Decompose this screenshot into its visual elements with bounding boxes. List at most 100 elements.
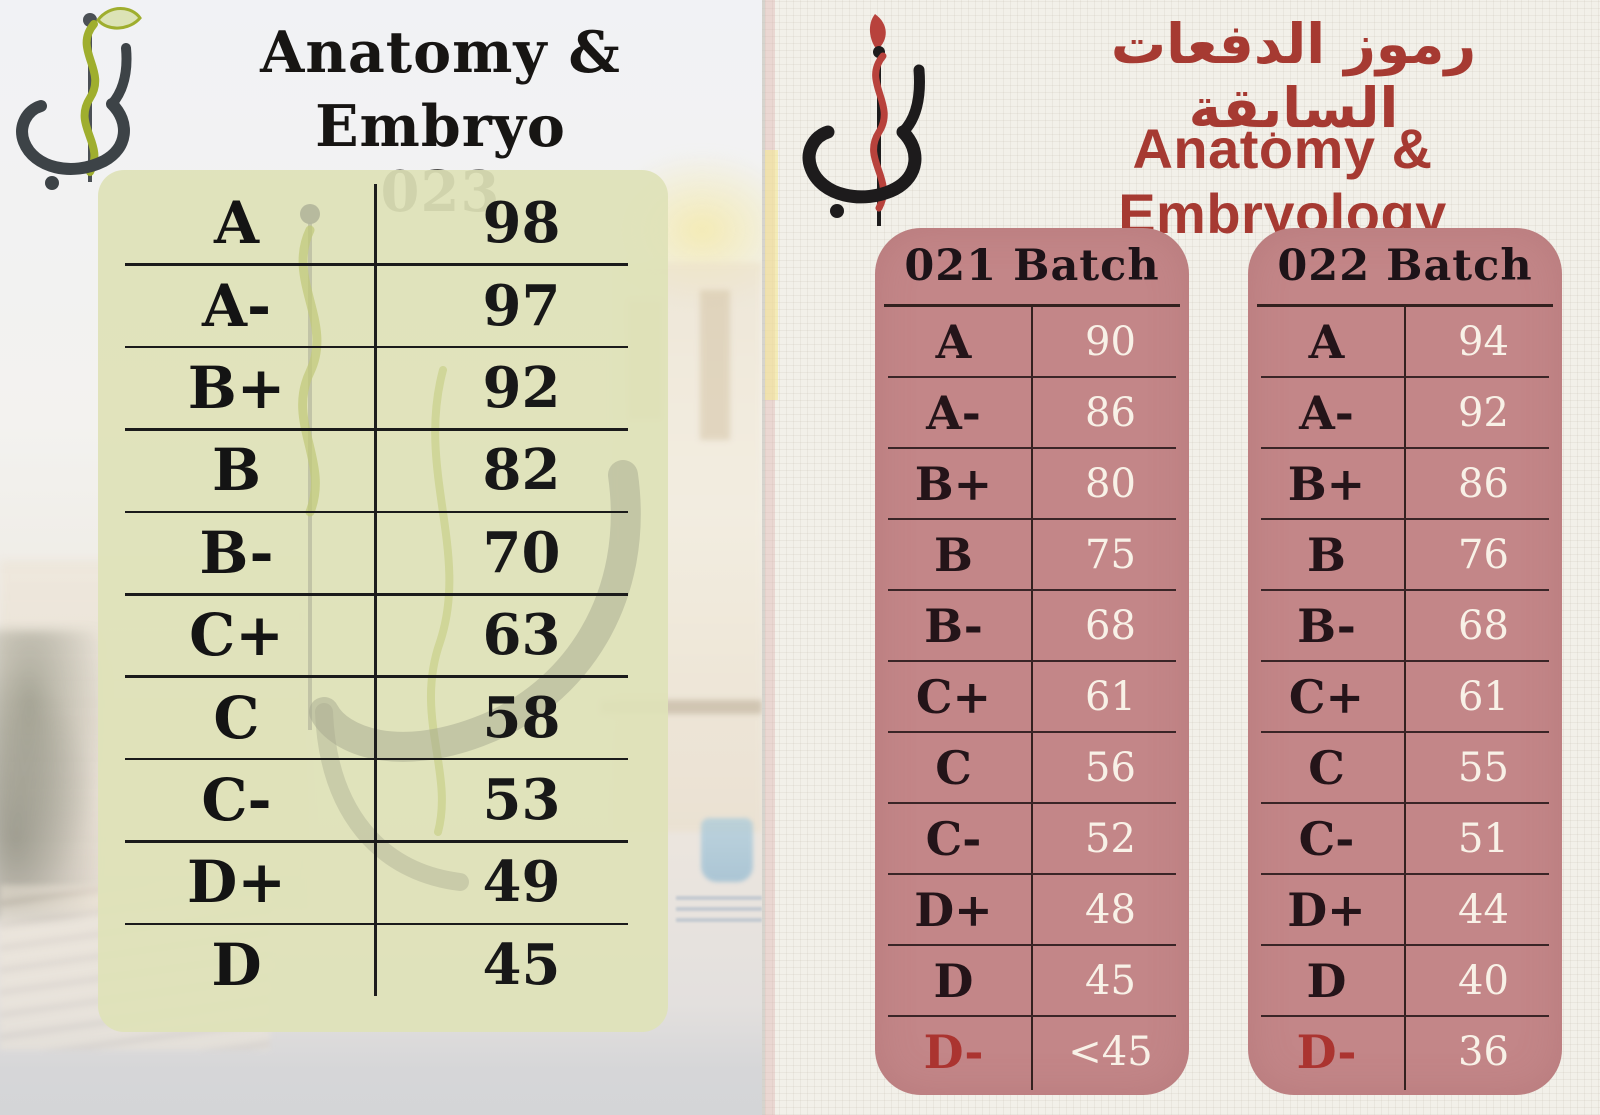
row-divider: [125, 922, 628, 926]
grade-row: A- 86: [875, 376, 1189, 448]
row-divider: [888, 376, 1176, 378]
table-column-divider: [1404, 306, 1406, 1090]
grade-cutoff: 53: [482, 767, 561, 834]
grade-row: D+ 44: [1248, 873, 1562, 945]
row-divider: [888, 731, 1176, 733]
grade-cutoff: 68: [1085, 602, 1136, 649]
grade-row: D+ 49: [98, 840, 668, 923]
lijan-watermark-icon: [298, 204, 641, 891]
grade-letter: C: [213, 683, 260, 752]
grade-letter: D: [933, 953, 974, 1008]
grade-row: C- 53: [98, 757, 668, 841]
grade-letter: B: [934, 527, 973, 582]
grade-letter: A: [1308, 314, 1345, 369]
row-divider: [1261, 873, 1549, 875]
right-page-previous-batches: رموز الدفعات السابقة Anatomy & Embryolog…: [762, 0, 1600, 1115]
grade-letter: C: [1308, 740, 1345, 795]
grade-letter: C-: [1298, 811, 1355, 866]
grade-cutoff: 68: [1458, 602, 1509, 649]
grade-row: A 90: [875, 306, 1189, 377]
grade-letter: C-: [201, 766, 272, 835]
grade-letter: D+: [914, 882, 993, 937]
batch-021-table: 021 Batch A 90 A- 86: [875, 228, 1189, 1095]
grade-row: C+ 63: [98, 593, 668, 676]
grade-row: D 45: [875, 944, 1189, 1016]
row-divider: [1261, 944, 1549, 946]
row-divider: [125, 675, 628, 678]
grade-letter: D-: [1296, 1024, 1357, 1079]
scan-edge-artifact: [765, 150, 778, 400]
grade-cutoff: 92: [482, 355, 561, 422]
grade-letter: C: [935, 740, 972, 795]
grade-letter: B+: [914, 456, 993, 511]
row-divider: [125, 840, 628, 843]
grade-cutoff: 40: [1458, 957, 1509, 1004]
grade-cutoff: 45: [1085, 957, 1136, 1004]
grade-letter: A-: [926, 385, 981, 440]
grade-row: A- 97: [98, 263, 668, 346]
row-divider: [888, 944, 1176, 946]
header-divider: [884, 304, 1180, 307]
faded-university-shield: [701, 818, 753, 882]
grade-cutoff: 76: [1458, 531, 1509, 578]
grade-row: D 45: [98, 922, 668, 1006]
grade-row: D+ 48: [875, 873, 1189, 945]
grade-letter: C-: [925, 811, 982, 866]
row-divider: [1261, 1015, 1549, 1017]
grade-row: C+ 61: [1248, 660, 1562, 732]
row-divider: [1261, 731, 1549, 733]
grade-letter: C+: [915, 669, 992, 724]
grade-row: B+ 86: [1248, 447, 1562, 519]
grade-cutoff: 92: [1458, 389, 1509, 436]
grade-letter: C+: [189, 601, 284, 670]
grade-cutoff: 75: [1085, 531, 1136, 578]
row-divider: [888, 660, 1176, 662]
row-divider: [1261, 376, 1549, 378]
grade-rows: A 94 A- 92 B+ 86: [1248, 306, 1562, 1087]
grade-cutoff: 70: [482, 519, 561, 586]
grade-row: D- 36: [1248, 1015, 1562, 1087]
row-divider: [1261, 802, 1549, 804]
left-page-023: Anatomy & Embryo 023 A 98: [0, 0, 762, 1115]
grade-row: B- 68: [1248, 589, 1562, 661]
grade-cutoff: 86: [1085, 389, 1136, 436]
grade-cutoff: 44: [1458, 886, 1509, 933]
grade-row: C+ 61: [875, 660, 1189, 732]
grade-row: B+ 80: [875, 447, 1189, 519]
grade-row: A- 92: [1248, 376, 1562, 448]
grade-row: B 82: [98, 428, 668, 511]
faded-building-window: [700, 290, 730, 440]
table-column-divider: [1031, 306, 1033, 1090]
grade-row: A 98: [98, 182, 668, 264]
grade-cutoff: 61: [1085, 673, 1136, 720]
table-column-divider: [374, 184, 377, 996]
row-divider: [125, 263, 628, 266]
grade-letter: A-: [1299, 385, 1354, 440]
grade-cutoff: 63: [482, 602, 561, 669]
grade-cutoff: 80: [1085, 460, 1136, 507]
grade-cutoff: 86: [1458, 460, 1509, 507]
arabic-title: رموز الدفعات السابقة: [1110, 12, 1477, 140]
left-title-course: Anatomy & Embryo: [260, 19, 621, 161]
english-title: Anatomy & Embryology: [1118, 117, 1447, 245]
faded-sign-text: [676, 896, 762, 926]
scan-edge-artifact: [765, 0, 775, 1115]
grade-cutoff: 61: [1458, 673, 1509, 720]
grade-letter: A-: [201, 271, 272, 340]
row-divider: [125, 510, 628, 514]
grade-row: C- 51: [1248, 802, 1562, 874]
grade-cutoff: 82: [482, 437, 561, 504]
grade-row: A 94: [1248, 306, 1562, 377]
grade-row: D- <45: [875, 1015, 1189, 1087]
grade-cutoff: 97: [482, 272, 561, 339]
grade-letter: B-: [199, 518, 274, 587]
lijan-logo-red-icon: [802, 14, 925, 226]
grade-letter: C+: [1288, 669, 1365, 724]
grade-table-023: A 98 A- 97 B+ 92: [98, 170, 668, 1032]
grade-letter: D+: [187, 848, 286, 917]
grade-row: B- 68: [875, 589, 1189, 661]
grade-rows: A 98 A- 97 B+ 92: [98, 182, 668, 1006]
batch-022-table: 022 Batch A 94 A- 92: [1248, 228, 1562, 1095]
grade-cutoff: 98: [482, 190, 561, 257]
